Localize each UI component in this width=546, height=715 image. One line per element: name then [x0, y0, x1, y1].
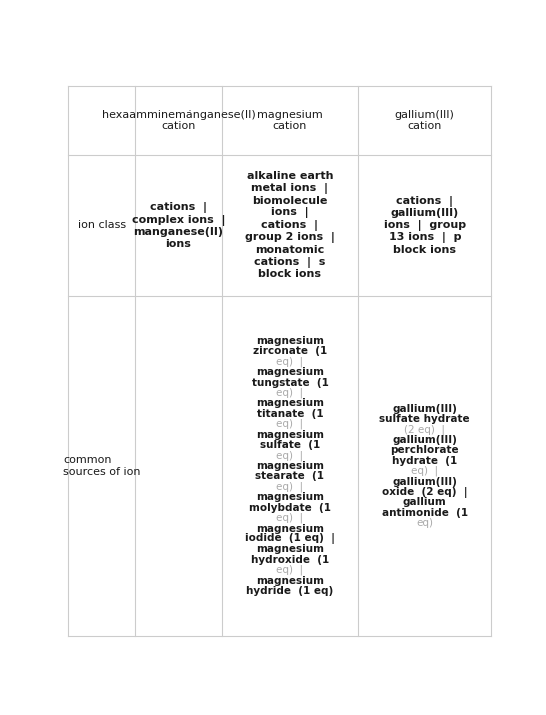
Text: tungstate  (1: tungstate (1	[252, 378, 328, 388]
Text: eq)  |: eq) |	[276, 419, 304, 430]
Text: gallium(III)
cation: gallium(III) cation	[395, 109, 455, 132]
Text: gallium: gallium	[403, 498, 447, 508]
Text: perchlorate: perchlorate	[390, 445, 459, 455]
Text: gallium(III): gallium(III)	[393, 435, 457, 445]
Text: magnesium: magnesium	[256, 492, 324, 502]
Text: magnesium: magnesium	[256, 576, 324, 586]
Text: eq): eq)	[416, 518, 434, 528]
Text: eq)  |: eq) |	[411, 466, 438, 476]
Text: zirconate  (1: zirconate (1	[253, 346, 327, 356]
Text: hexaamminemȧnganese(II)
cation: hexaamminemȧnganese(II) cation	[102, 109, 256, 132]
Text: magnesium: magnesium	[256, 461, 324, 471]
Text: alkaline earth
metal ions  |
biomolecule
ions  |
cations  |
group 2 ions  |
mona: alkaline earth metal ions | biomolecule …	[245, 172, 335, 280]
Text: eq)  |: eq) |	[276, 482, 304, 492]
Text: magnesium: magnesium	[256, 544, 324, 554]
Text: sulfate  (1: sulfate (1	[260, 440, 320, 450]
Text: common
sources of ion: common sources of ion	[63, 455, 140, 477]
Text: eq)  |: eq) |	[276, 513, 304, 523]
Text: gallium(III): gallium(III)	[393, 403, 457, 413]
Text: hydrate  (1: hydrate (1	[392, 455, 458, 465]
Text: magnesium: magnesium	[256, 523, 324, 533]
Text: hydroxide  (1: hydroxide (1	[251, 555, 329, 565]
Text: cations  |
complex ions  |
manganese(II)
ions: cations | complex ions | manganese(II) i…	[132, 202, 225, 249]
Text: titanate  (1: titanate (1	[257, 409, 323, 419]
Text: eq)  |: eq) |	[276, 388, 304, 398]
Text: magnesium: magnesium	[256, 398, 324, 408]
Text: (2 eq)  |: (2 eq) |	[404, 424, 445, 435]
Text: magnesium
cation: magnesium cation	[257, 109, 323, 132]
Text: eq)  |: eq) |	[276, 357, 304, 367]
Text: molybdate  (1: molybdate (1	[249, 503, 331, 513]
Text: ion class: ion class	[78, 220, 126, 230]
Text: hydride  (1 eq): hydride (1 eq)	[246, 586, 334, 596]
Text: magnesium: magnesium	[256, 430, 324, 440]
Text: antimonide  (1: antimonide (1	[382, 508, 468, 518]
Text: gallium(III): gallium(III)	[393, 477, 457, 487]
Text: sulfate hydrate: sulfate hydrate	[379, 414, 470, 424]
Text: stearate  (1: stearate (1	[256, 471, 324, 481]
Text: eq)  |: eq) |	[276, 565, 304, 576]
Text: magnesium: magnesium	[256, 336, 324, 346]
Text: magnesium: magnesium	[256, 367, 324, 377]
Text: oxide  (2 eq)  |: oxide (2 eq) |	[382, 486, 467, 498]
Text: iodide  (1 eq)  |: iodide (1 eq) |	[245, 533, 335, 544]
Text: eq)  |: eq) |	[276, 450, 304, 460]
Text: cations  |
gallium(III)
ions  |  group
13 ions  |  p
block ions: cations | gallium(III) ions | group 13 i…	[384, 196, 466, 255]
